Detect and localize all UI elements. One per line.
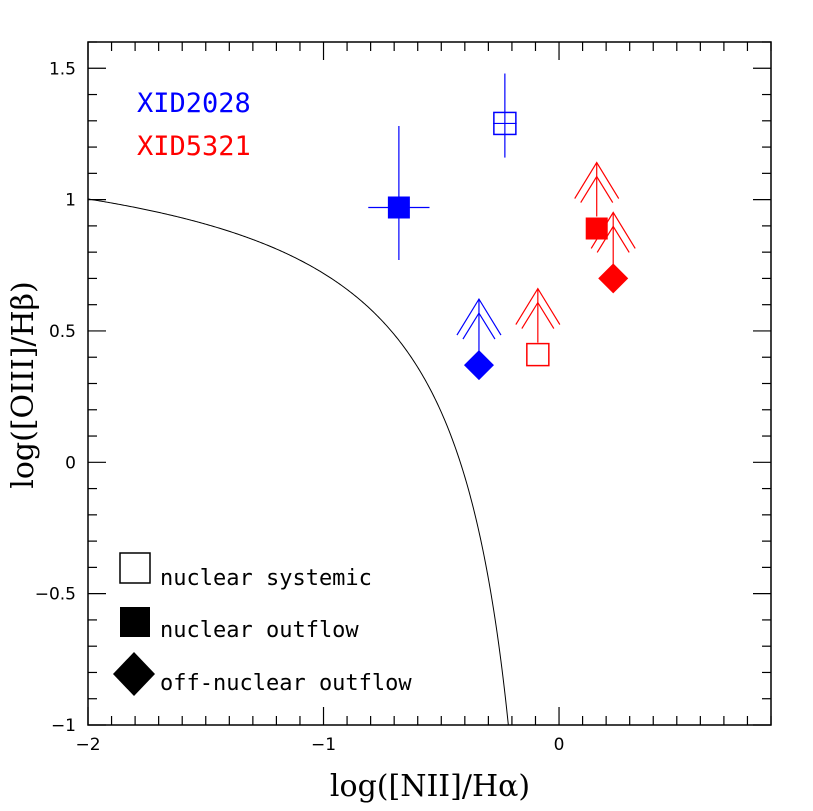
- x-tick-label: 0: [554, 735, 565, 755]
- y-axis-title: log([OIII]/Hβ): [6, 281, 41, 488]
- tick-labels: −2 −1 0−1−0.500.511.5: [35, 59, 565, 755]
- xid2028-off-nuclear-outflow-arrow-head: [456, 297, 502, 336]
- demarcation-curve-group: [87, 198, 509, 726]
- x-tick-label: −2: [75, 735, 100, 755]
- legend-label-nuclear-outflow: nuclear outflow: [160, 618, 359, 643]
- x-axis-title: log([NII]/Hα): [330, 769, 530, 804]
- xid2028-off-nuclear-outflow-marker: [463, 350, 494, 381]
- demarcation-curve: [87, 198, 509, 726]
- xid5321-off-nuclear-outflow-marker: [598, 263, 629, 294]
- legend-label-off-nuclear-outflow: off-nuclear outflow: [160, 671, 412, 696]
- legend-label-nuclear-systemic: nuclear systemic: [160, 566, 372, 591]
- legend-marker-filled-square: [120, 607, 150, 637]
- xid2028-nuclear-outflow-marker: [387, 196, 410, 219]
- y-tick-label: 0: [65, 453, 76, 473]
- y-tick-label: −1: [51, 716, 76, 736]
- series-label-xid2028: XID2028: [137, 88, 251, 119]
- x-tick-label: −1: [311, 735, 336, 755]
- y-tick-label: −0.5: [35, 585, 76, 605]
- xid2028-nuclear-systemic-marker: [493, 111, 517, 136]
- data-points: [368, 73, 636, 381]
- plot-frame: [87, 41, 772, 726]
- y-tick-label: 0.5: [49, 322, 76, 342]
- xid5321-nuclear-systemic-arrow-head-inner: [521, 301, 555, 329]
- legend: nuclear systemic nuclear outflow off-nuc…: [113, 552, 412, 696]
- xid5321-off-nuclear-outflow-arrow-head: [590, 211, 636, 249]
- xid5321-nuclear-outflow-arrow-head-inner: [580, 175, 614, 203]
- y-tick-label: 1: [65, 191, 76, 211]
- xid5321-off-nuclear-outflow-arrow-head-inner: [596, 225, 630, 253]
- y-tick-label: 1.5: [49, 59, 76, 79]
- xid5321-nuclear-systemic-marker: [526, 342, 550, 367]
- legend-marker-filled-diamond: [113, 652, 155, 696]
- xid5321-nuclear-systemic-arrow-head: [515, 287, 561, 325]
- legend-marker-open-square: [119, 552, 151, 584]
- series-label-xid5321: XID5321: [137, 131, 251, 162]
- xid2028-off-nuclear-outflow-arrow-head-inner: [462, 311, 496, 340]
- xid5321-nuclear-outflow-marker: [585, 217, 608, 240]
- xid5321-nuclear-outflow-arrow-head: [574, 161, 620, 199]
